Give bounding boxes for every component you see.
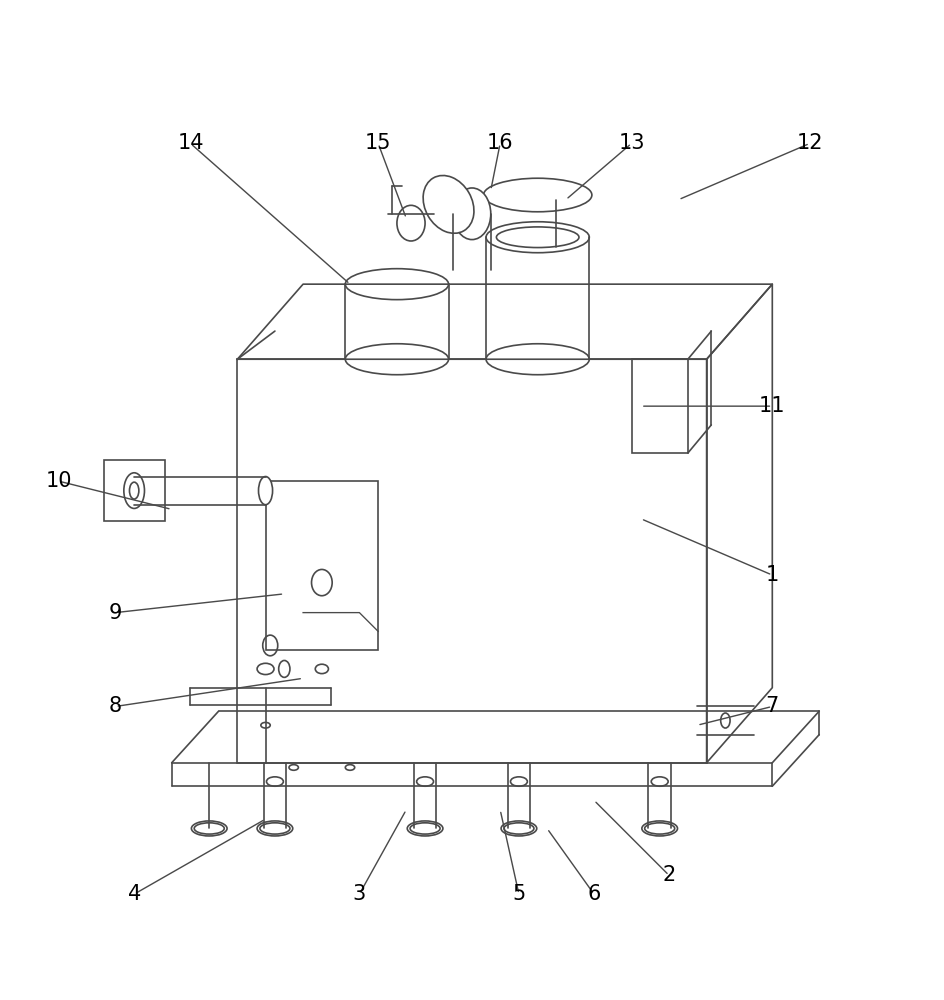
Text: 16: 16 <box>487 133 514 153</box>
Text: 2: 2 <box>663 865 676 885</box>
Ellipse shape <box>423 175 474 233</box>
Ellipse shape <box>259 477 273 505</box>
Text: 12: 12 <box>797 133 823 153</box>
Ellipse shape <box>407 821 443 836</box>
Text: 3: 3 <box>353 884 366 904</box>
Text: 14: 14 <box>177 133 204 153</box>
Text: 5: 5 <box>513 884 526 904</box>
Ellipse shape <box>396 205 425 241</box>
Ellipse shape <box>501 821 537 836</box>
Ellipse shape <box>453 188 491 240</box>
Text: 10: 10 <box>46 471 73 491</box>
Text: 4: 4 <box>127 884 141 904</box>
Ellipse shape <box>486 344 589 375</box>
Text: 9: 9 <box>109 603 122 623</box>
Text: 13: 13 <box>618 133 645 153</box>
Ellipse shape <box>257 821 293 836</box>
Bar <box>265 481 379 650</box>
Text: 11: 11 <box>759 396 785 416</box>
Text: 15: 15 <box>365 133 392 153</box>
Text: 6: 6 <box>587 884 600 904</box>
Ellipse shape <box>346 344 448 375</box>
Text: 1: 1 <box>766 565 779 585</box>
Bar <box>632 359 688 453</box>
Ellipse shape <box>486 222 589 253</box>
Bar <box>104 460 164 521</box>
Ellipse shape <box>642 821 678 836</box>
Ellipse shape <box>192 821 228 836</box>
Ellipse shape <box>346 269 448 300</box>
Ellipse shape <box>483 178 592 212</box>
Bar <box>237 359 707 763</box>
Text: 7: 7 <box>766 696 779 716</box>
Text: 8: 8 <box>109 696 122 716</box>
